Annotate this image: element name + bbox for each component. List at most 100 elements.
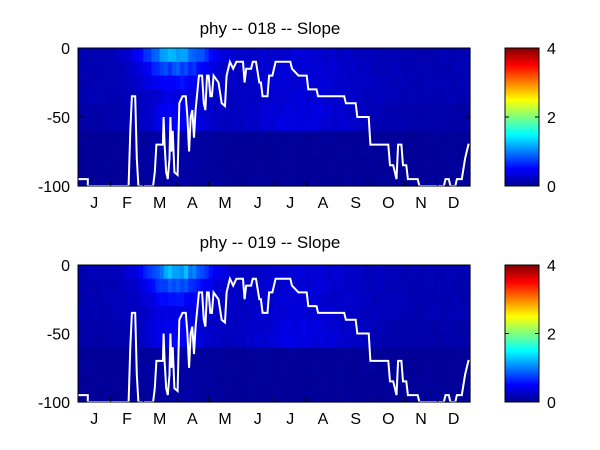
- heatmap-cell: [416, 265, 422, 280]
- heatmap-cell: [433, 347, 438, 362]
- heatmap-cell: [212, 117, 218, 132]
- heatmap-cell: [86, 144, 91, 159]
- heatmap-cell: [90, 89, 95, 104]
- heatmap-cell: [461, 103, 467, 118]
- heatmap-cell: [241, 374, 247, 389]
- heatmap-cell: [425, 360, 430, 376]
- heatmap-cell: [331, 75, 336, 90]
- heatmap-cell: [347, 319, 353, 335]
- heatmap-cell: [241, 360, 247, 376]
- heatmap-cell: [388, 347, 394, 362]
- heatmap-cell: [404, 319, 410, 335]
- heatmap-cell: [421, 265, 426, 280]
- heatmap-cell: [233, 117, 238, 132]
- heatmap-cell: [208, 172, 214, 187]
- heatmap-cell: [245, 388, 251, 403]
- heatmap-cell: [359, 158, 365, 173]
- heatmap-cell: [372, 265, 377, 280]
- heatmap-cell: [151, 265, 157, 280]
- heatmap-cell: [310, 48, 316, 63]
- heatmap-cell: [155, 374, 161, 389]
- heatmap-cell: [294, 347, 300, 362]
- heatmap-cell: [139, 292, 144, 307]
- heatmap-cell: [437, 347, 443, 362]
- heatmap-cell: [98, 75, 104, 90]
- heatmap-cell: [159, 103, 165, 118]
- heatmap-cell: [196, 347, 202, 362]
- heatmap-cell: [437, 172, 443, 187]
- heatmap-cell: [98, 117, 104, 132]
- heatmap-cell: [323, 347, 328, 362]
- heatmap-cell: [331, 144, 336, 159]
- heatmap-cell: [335, 75, 340, 90]
- heatmap-cell: [331, 347, 336, 362]
- heatmap-cell: [302, 360, 308, 376]
- heatmap-cell: [135, 333, 140, 348]
- heatmap-cell: [143, 360, 149, 376]
- heatmap-cell: [90, 360, 95, 376]
- heatmap-cell: [257, 48, 263, 63]
- heatmap-cell: [310, 360, 316, 376]
- heatmap-cell: [122, 103, 128, 118]
- heatmap-cell: [127, 306, 132, 321]
- heatmap-cell: [416, 48, 422, 63]
- heatmap-cell: [384, 292, 389, 307]
- heatmap-cell: [388, 61, 394, 77]
- heatmap-cell: [396, 89, 402, 104]
- heatmap-cell: [282, 117, 287, 132]
- heatmap-cell: [171, 61, 177, 77]
- heatmap-cell: [82, 130, 87, 146]
- heatmap-cell: [343, 144, 349, 159]
- heatmap-cell: [408, 374, 414, 389]
- heatmap-cell: [261, 172, 267, 187]
- heatmap-cell: [433, 278, 438, 293]
- heatmap-cell: [131, 172, 136, 187]
- heatmap-cell: [294, 130, 300, 146]
- heatmap-cell: [286, 374, 291, 389]
- heatmap-cell: [106, 319, 112, 335]
- heatmap-cell: [278, 265, 283, 280]
- heatmap-cell: [367, 75, 373, 90]
- heatmap-cell: [127, 103, 132, 118]
- heatmap-cell: [339, 347, 345, 362]
- heatmap-cell: [274, 278, 279, 293]
- heatmap-cell: [343, 292, 349, 307]
- heatmap-cell: [298, 158, 304, 173]
- heatmap-cell: [261, 130, 267, 146]
- heatmap-cell: [155, 388, 161, 403]
- heatmap-cell: [465, 319, 471, 335]
- heatmap-cell: [429, 360, 434, 376]
- heatmap-cell: [437, 292, 443, 307]
- heatmap-cell: [139, 333, 144, 348]
- heatmap-cell: [90, 75, 95, 90]
- heatmap-cell: [380, 306, 385, 321]
- heatmap-cell: [359, 103, 365, 118]
- heatmap-cell: [241, 75, 247, 90]
- heatmap-cell: [192, 61, 198, 77]
- heatmap-cell: [433, 292, 438, 307]
- heatmap-cell: [298, 278, 304, 293]
- heatmap-cell: [400, 319, 406, 335]
- heatmap-cell: [290, 265, 296, 280]
- heatmap-cell: [265, 61, 271, 77]
- heatmap-cell: [225, 319, 230, 335]
- heatmap-cell: [306, 172, 312, 187]
- heatmap-cell: [453, 265, 459, 280]
- heatmap-cell: [412, 265, 418, 280]
- heatmap-cell: [327, 278, 332, 293]
- heatmap-cell: [212, 144, 218, 159]
- heatmap-cell: [376, 265, 381, 280]
- heatmap-cell: [388, 265, 394, 280]
- heatmap-cell: [445, 158, 451, 173]
- heatmap-cell: [461, 172, 467, 187]
- heatmap-cell: [331, 265, 336, 280]
- heatmap-cell: [200, 103, 206, 118]
- heatmap-cell: [343, 265, 349, 280]
- heatmap-cell: [433, 117, 438, 132]
- heatmap-cell: [167, 319, 173, 335]
- heatmap-cell: [98, 388, 104, 403]
- heatmap-cell: [192, 306, 198, 321]
- heatmap-cell: [380, 388, 385, 403]
- heatmap-cell: [220, 117, 226, 132]
